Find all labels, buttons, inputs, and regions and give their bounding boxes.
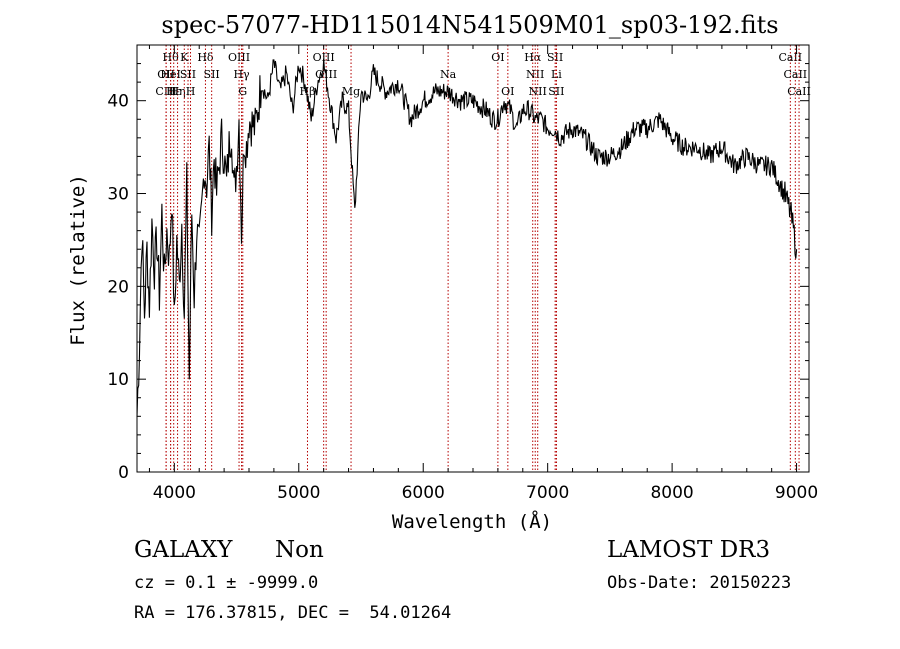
y-tick-label-1: 10	[107, 370, 129, 390]
spectral-line-label-8: H	[186, 85, 196, 98]
y-axis-label: Flux (relative)	[67, 174, 89, 346]
survey-label: LAMOST DR3	[607, 537, 771, 563]
x-tick-label-3: 7000	[526, 483, 569, 503]
spectral-line-label-26: SII	[548, 85, 564, 98]
spectral-line-label-28: CaII	[783, 68, 807, 81]
x-tick-label-1: 5000	[277, 483, 320, 503]
chart-title: spec-57077-HD115014N541509M01_sp03-192.f…	[161, 11, 778, 39]
spectral-line-label-17: Mg	[342, 85, 360, 98]
spectral-line-label-29: CaII	[787, 85, 811, 98]
spectral-line-label-24: SII	[547, 51, 563, 64]
coordinates-text: RA = 176.37815, DEC = 54.01264	[134, 603, 452, 623]
x-tick-label-2: 6000	[402, 483, 445, 503]
spectral-line-label-21: Hα	[524, 51, 542, 64]
spectral-line-label-14: Hβ	[300, 85, 316, 98]
spectral-line-label-11: OIII	[228, 51, 250, 64]
spectral-line-label-19: OI	[491, 51, 504, 64]
x-axis-label: Wavelength (Å)	[392, 510, 552, 533]
spectrum-series	[136, 58, 798, 417]
x-tick-label-4: 8000	[650, 483, 693, 503]
x-tick-label-0: 4000	[153, 483, 196, 503]
spectral-line-label-18: Na	[440, 68, 457, 81]
spectral-line-label-3: HeI	[160, 68, 180, 81]
redshift-text: cz = 0.1 ± -9999.0	[134, 573, 319, 593]
subclass-label: Non	[275, 537, 324, 563]
x-tick-label-5: 9000	[775, 483, 818, 503]
spectral-line-label-22: NII	[526, 68, 544, 81]
spectral-line-label-13: G	[238, 85, 247, 98]
plot-frame	[136, 44, 810, 473]
axes: 4000 5000 6000 7000 8000 9000 0 10 20 30 40	[107, 44, 818, 503]
spectral-line-label-12: Hγ	[233, 68, 250, 81]
spectral-line-label-15: OIII	[313, 51, 335, 64]
y-tick-label-3: 30	[107, 185, 129, 205]
spectral-line-label-10: SII	[204, 68, 220, 81]
y-tick-label-2: 20	[107, 277, 129, 297]
spectral-line-label-5: Hη	[169, 85, 185, 98]
spectral-line-label-23: NII	[529, 85, 547, 98]
spectral-line-label-9: Hδ	[197, 51, 214, 64]
spectral-line-label-7: SII	[180, 68, 196, 81]
flux-line	[136, 58, 798, 417]
obs-date-text: Obs-Date: 20150223	[607, 573, 792, 593]
spectral-line-label-2: Hθ	[162, 51, 179, 64]
spectral-line-label-20: OI	[501, 85, 514, 98]
y-tick-label-4: 40	[107, 92, 129, 112]
y-tick-label-0: 0	[118, 463, 129, 483]
spectral-line-label-27: CaII	[778, 51, 802, 64]
spectral-line-label-6: K	[180, 51, 189, 64]
class-label: GALAXY	[134, 537, 233, 563]
